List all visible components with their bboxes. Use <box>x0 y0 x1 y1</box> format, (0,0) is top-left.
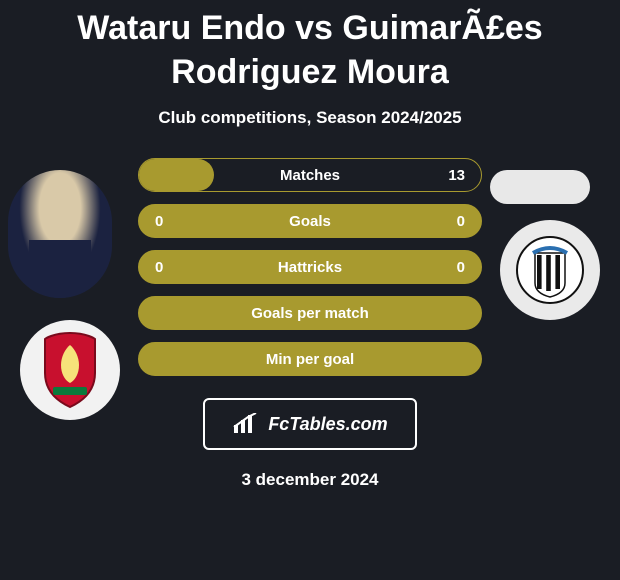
stats-list: Matches 13 0 Goals 0 0 Hattricks 0 Goals… <box>138 158 482 376</box>
comparison-title: Wataru Endo vs GuimarÃ£es Rodriguez Mour… <box>0 0 620 94</box>
club-right-badge <box>500 220 600 320</box>
credit-badge: FcTables.com <box>203 398 417 450</box>
stat-row-goals-per-match: Goals per match <box>138 296 482 330</box>
stat-label: Matches <box>139 167 481 184</box>
stat-right-value: 13 <box>448 167 465 184</box>
stat-label: Min per goal <box>139 351 481 368</box>
stat-left-value: 0 <box>155 213 163 230</box>
stat-row-matches: Matches 13 <box>138 158 482 192</box>
footer-date: 3 december 2024 <box>0 470 620 490</box>
credit-text: FcTables.com <box>268 414 387 435</box>
stat-row-goals: 0 Goals 0 <box>138 204 482 238</box>
stat-right-value: 0 <box>457 213 465 230</box>
newcastle-crest-icon <box>515 235 585 305</box>
stat-row-min-per-goal: Min per goal <box>138 342 482 376</box>
stat-label: Goals per match <box>139 305 481 322</box>
player-left-photo <box>8 170 112 298</box>
club-left-badge <box>20 320 120 420</box>
stat-right-value: 0 <box>457 259 465 276</box>
stat-label: Goals <box>139 213 481 230</box>
stat-label: Hattricks <box>139 259 481 276</box>
player-right-photo <box>490 170 590 204</box>
stat-row-hattricks: 0 Hattricks 0 <box>138 250 482 284</box>
liverpool-crest-icon <box>39 331 101 409</box>
stat-left-value: 0 <box>155 259 163 276</box>
bar-chart-icon <box>232 413 260 435</box>
comparison-subtitle: Club competitions, Season 2024/2025 <box>0 108 620 128</box>
